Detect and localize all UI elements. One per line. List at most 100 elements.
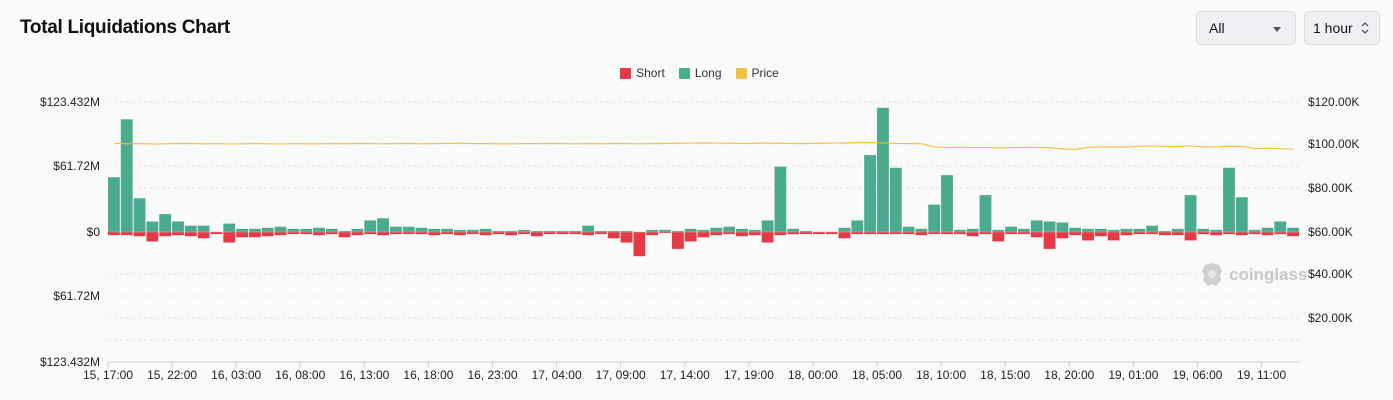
long-bar (1082, 228, 1094, 232)
x-tick-label: 15, 17:00 (83, 368, 133, 382)
long-bar (120, 119, 133, 232)
short-bar (1146, 232, 1159, 235)
long-bar (1184, 195, 1197, 232)
short-bar (415, 232, 428, 235)
short-bar (184, 232, 197, 237)
short-bar (479, 232, 492, 236)
short-bar (787, 232, 800, 235)
legend-swatch-long (678, 67, 690, 79)
short-bar (569, 232, 582, 235)
short-bar (1184, 232, 1197, 241)
long-bar (1005, 226, 1018, 232)
x-tick-label: 17, 04:00 (532, 368, 582, 382)
short-bar (979, 232, 992, 235)
legend-item-long[interactable]: Long (678, 66, 722, 80)
x-tick-label: 18, 00:00 (788, 368, 838, 382)
y-left-tick-label: $61.72M (53, 289, 100, 303)
interval-select[interactable]: 1 hour (1304, 11, 1380, 45)
long-bar (351, 228, 364, 232)
short-bar (389, 232, 402, 235)
short-bar (120, 232, 133, 236)
long-bar (1248, 229, 1261, 232)
y-left-tick-label: $0 (87, 225, 101, 239)
long-bar (248, 228, 261, 232)
short-bar (325, 232, 338, 235)
short-bar (1005, 232, 1018, 235)
long-bar (402, 226, 415, 232)
short-bar (992, 232, 1005, 242)
long-bar (492, 230, 505, 232)
long-bar (1107, 229, 1120, 232)
long-bar (710, 227, 723, 232)
short-bar (1171, 232, 1184, 236)
short-bar (313, 232, 325, 236)
long-bar (569, 230, 582, 232)
short-bar (1069, 232, 1082, 236)
long-bar (466, 229, 479, 232)
long-bar (364, 220, 377, 232)
filter-select[interactable]: All (1196, 11, 1296, 45)
short-bar (748, 232, 761, 236)
legend-item-short[interactable]: Short (620, 66, 665, 80)
short-bar (646, 232, 659, 236)
short-bar (274, 232, 287, 236)
long-bar (1261, 227, 1274, 232)
coinglass-logo-icon (1202, 263, 1222, 286)
y-right-tick-label: $100.00K (1308, 137, 1359, 151)
long-bar (800, 230, 812, 232)
short-bar (1159, 232, 1171, 236)
short-bar (1030, 232, 1043, 238)
long-bar (1210, 229, 1223, 232)
short-bar (1107, 232, 1120, 241)
x-tick-label: 16, 13:00 (339, 368, 389, 382)
short-bar (671, 232, 684, 249)
short-bar (889, 232, 902, 235)
short-bar (838, 232, 851, 239)
long-bar (441, 228, 454, 232)
short-bar (1133, 232, 1146, 235)
long-bar (287, 228, 300, 232)
long-bar (1094, 228, 1107, 232)
watermark-text: coinglass (1229, 265, 1308, 284)
x-tick-label: 16, 03:00 (211, 368, 261, 382)
legend-swatch-short (620, 67, 632, 79)
short-bar (800, 232, 812, 235)
short-bar (953, 232, 966, 235)
long-bar (184, 225, 197, 232)
short-bar (1094, 232, 1107, 237)
price-line (114, 141, 1294, 150)
x-tick-label: 17, 09:00 (596, 368, 646, 382)
long-bar (941, 175, 953, 232)
long-bar (928, 204, 941, 232)
long-bar (1018, 228, 1030, 232)
y-left-tick-label: $61.72M (53, 159, 100, 173)
long-bar (787, 228, 800, 232)
short-bar (633, 232, 646, 257)
long-bar (1197, 228, 1210, 232)
short-bar (620, 232, 633, 243)
long-bar (1120, 228, 1133, 232)
x-tick-label: 19, 06:00 (1172, 368, 1222, 382)
long-bar (1133, 228, 1146, 232)
short-bar (146, 232, 159, 242)
x-tick-label: 15, 22:00 (147, 368, 197, 382)
long-bar (108, 177, 120, 232)
short-bar (1235, 232, 1248, 236)
long-bar (518, 229, 530, 232)
filter-select-value: All (1209, 20, 1225, 36)
short-bar (877, 232, 889, 235)
long-bar (748, 229, 761, 232)
short-bar (812, 232, 825, 235)
legend-item-price[interactable]: Price (735, 66, 779, 80)
long-bar (761, 220, 774, 232)
long-bar (723, 226, 736, 232)
short-bar (1248, 232, 1261, 235)
long-bar (556, 230, 569, 232)
short-bar (1082, 232, 1094, 241)
x-tick-label: 16, 18:00 (403, 368, 453, 382)
long-bar (607, 230, 620, 232)
long-bar (902, 226, 915, 232)
short-bar (1197, 232, 1210, 235)
long-bar (966, 228, 979, 232)
